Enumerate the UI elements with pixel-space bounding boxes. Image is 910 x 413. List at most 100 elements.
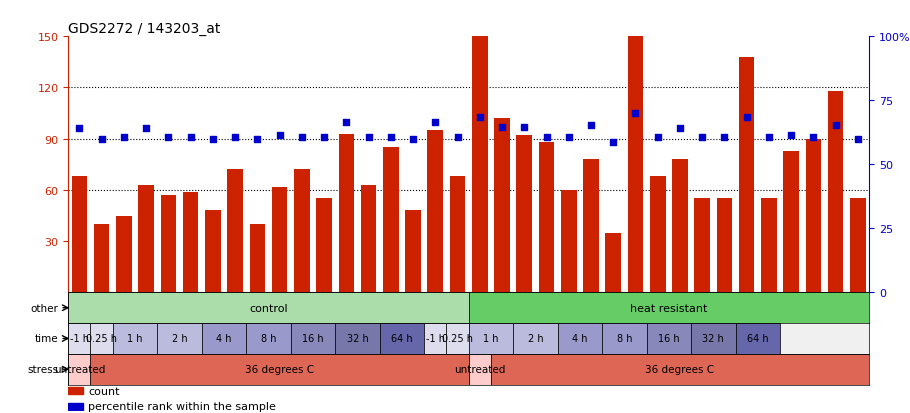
Bar bbox=[605, 233, 621, 293]
Bar bbox=[650, 177, 665, 293]
Point bbox=[472, 114, 487, 121]
Bar bbox=[717, 199, 733, 293]
Bar bbox=[68, 293, 469, 323]
Point bbox=[561, 134, 576, 141]
Point bbox=[116, 134, 131, 141]
Bar bbox=[424, 323, 447, 354]
Text: untreated: untreated bbox=[54, 364, 105, 374]
Bar bbox=[517, 136, 532, 293]
Point bbox=[672, 126, 687, 133]
Bar bbox=[691, 323, 735, 354]
Text: 2 h: 2 h bbox=[172, 334, 187, 344]
Point bbox=[72, 126, 86, 133]
Bar bbox=[447, 323, 469, 354]
Bar bbox=[68, 354, 90, 385]
Bar bbox=[539, 143, 554, 293]
Bar bbox=[828, 92, 844, 293]
Point bbox=[717, 134, 732, 141]
Point bbox=[250, 136, 265, 142]
Bar bbox=[94, 225, 109, 293]
Point bbox=[183, 134, 197, 141]
Text: 32 h: 32 h bbox=[703, 334, 724, 344]
Bar bbox=[490, 354, 869, 385]
Point bbox=[161, 134, 176, 141]
Point bbox=[517, 124, 531, 131]
Bar bbox=[113, 323, 157, 354]
Point bbox=[628, 111, 642, 117]
Bar bbox=[494, 119, 510, 293]
Bar bbox=[272, 187, 288, 293]
Text: other: other bbox=[31, 303, 58, 313]
Point bbox=[583, 122, 598, 129]
Bar bbox=[672, 160, 688, 293]
Bar bbox=[561, 190, 577, 293]
Bar bbox=[850, 199, 865, 293]
Text: 0.25 h: 0.25 h bbox=[86, 334, 117, 344]
Text: GDS2272 / 143203_at: GDS2272 / 143203_at bbox=[68, 22, 220, 36]
Bar bbox=[138, 185, 154, 293]
Point bbox=[806, 134, 821, 141]
Text: 4 h: 4 h bbox=[217, 334, 232, 344]
Point bbox=[406, 136, 420, 142]
Point bbox=[428, 119, 442, 126]
Bar bbox=[68, 387, 83, 394]
Point bbox=[295, 134, 309, 141]
Bar bbox=[513, 323, 558, 354]
Point bbox=[740, 114, 754, 121]
Text: -1 h: -1 h bbox=[70, 334, 89, 344]
Bar bbox=[647, 323, 691, 354]
Bar bbox=[205, 211, 220, 293]
Bar bbox=[735, 323, 780, 354]
Bar bbox=[739, 57, 754, 293]
Bar bbox=[335, 323, 379, 354]
Text: stress: stress bbox=[27, 364, 58, 374]
Bar bbox=[294, 170, 309, 293]
Text: 16 h: 16 h bbox=[658, 334, 680, 344]
Bar bbox=[379, 323, 424, 354]
Bar bbox=[202, 323, 247, 354]
Point bbox=[784, 133, 798, 139]
Bar bbox=[583, 160, 599, 293]
Text: 1 h: 1 h bbox=[483, 334, 499, 344]
Bar bbox=[469, 354, 490, 385]
Text: time: time bbox=[35, 334, 58, 344]
Point bbox=[95, 136, 109, 142]
Point bbox=[206, 136, 220, 142]
Text: 8 h: 8 h bbox=[617, 334, 632, 344]
Text: heat resistant: heat resistant bbox=[630, 303, 708, 313]
Bar bbox=[383, 148, 399, 293]
Bar bbox=[472, 37, 488, 293]
Point bbox=[139, 126, 154, 133]
Point bbox=[272, 133, 287, 139]
Bar bbox=[602, 323, 647, 354]
Text: 1 h: 1 h bbox=[127, 334, 143, 344]
Bar bbox=[68, 323, 90, 354]
Bar bbox=[228, 170, 243, 293]
Bar bbox=[428, 131, 443, 293]
Bar bbox=[469, 293, 869, 323]
Bar bbox=[157, 323, 202, 354]
Text: 0.25 h: 0.25 h bbox=[442, 334, 473, 344]
Bar bbox=[68, 403, 83, 410]
Text: 64 h: 64 h bbox=[747, 334, 769, 344]
Text: 36 degrees C: 36 degrees C bbox=[645, 364, 714, 374]
Text: 8 h: 8 h bbox=[260, 334, 277, 344]
Bar bbox=[116, 216, 132, 293]
Text: control: control bbox=[249, 303, 288, 313]
Point bbox=[339, 119, 354, 126]
Bar bbox=[90, 323, 113, 354]
Bar bbox=[784, 151, 799, 293]
Bar bbox=[694, 199, 710, 293]
Point bbox=[450, 134, 465, 141]
Point bbox=[540, 134, 554, 141]
Bar bbox=[558, 323, 602, 354]
Bar bbox=[72, 177, 87, 293]
Text: untreated: untreated bbox=[454, 364, 505, 374]
Point bbox=[762, 134, 776, 141]
Bar bbox=[160, 196, 177, 293]
Text: 2 h: 2 h bbox=[528, 334, 543, 344]
Bar bbox=[405, 211, 420, 293]
Text: percentile rank within the sample: percentile rank within the sample bbox=[88, 401, 276, 411]
Bar bbox=[805, 139, 821, 293]
Point bbox=[317, 134, 331, 141]
